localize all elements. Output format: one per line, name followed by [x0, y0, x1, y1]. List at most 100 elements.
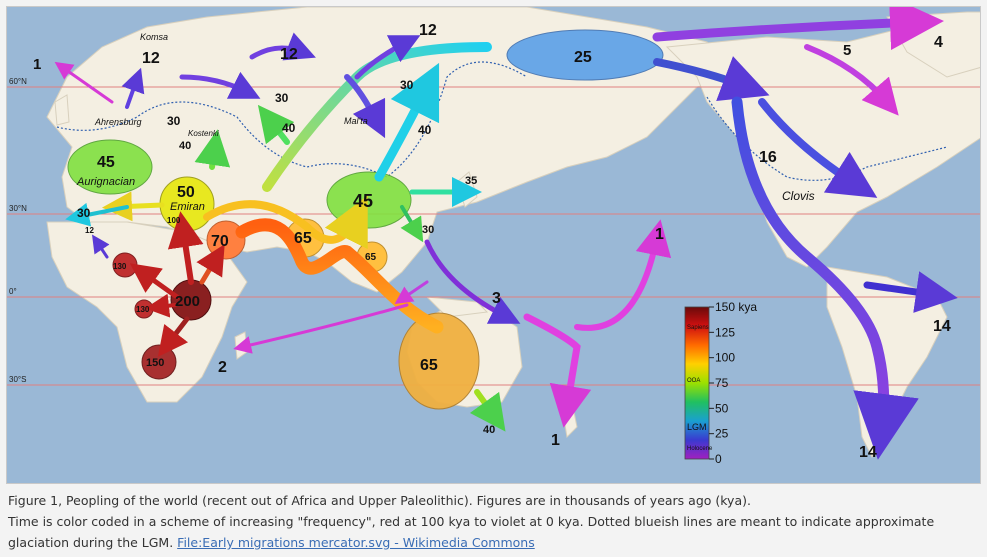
figure-pacific-1a: 1 [655, 226, 664, 243]
figure-australia: 65 [420, 357, 438, 374]
britain-landmass [54, 94, 70, 126]
figure-nafr: 12 [85, 226, 94, 235]
arrow-kostenki [194, 129, 231, 170]
australia-region [398, 312, 480, 410]
migration-map: 60°N 30°N 0° 30°S [6, 6, 981, 484]
figure-west-sib: 12 [280, 46, 298, 63]
caption-line-1: Figure 1, Peopling of the world (recent … [8, 493, 751, 508]
arrow-africa-sw [145, 293, 177, 318]
arrow-west-sib [249, 32, 316, 61]
label-kostenki: Kostenki [188, 129, 219, 138]
migration-arrows [54, 7, 958, 460]
figure-alaska: 16 [759, 149, 777, 166]
land [46, 7, 980, 459]
lat-equator: 0° [9, 287, 17, 296]
figure-30a: 30 [275, 91, 289, 105]
map-labels: Komsa 12 1 Ahrensburg 30 Kostenki 40 45 … [33, 22, 951, 461]
figure-caption: Figure 1, Peopling of the world (recent … [8, 490, 980, 553]
legend-tick-label: 150 kya [715, 300, 757, 314]
legend-tick-label: 0 [715, 452, 722, 466]
beringia-region [506, 29, 664, 81]
figure-scand: 1 [33, 56, 41, 73]
lat-60n: 60°N [9, 77, 27, 86]
legend-band-label: OOA [687, 378, 700, 384]
figure-aus-40: 40 [483, 424, 495, 436]
figure-india: 65 [294, 230, 312, 247]
figure-nz-1: 1 [551, 432, 560, 449]
figure-sa-14a: 14 [933, 318, 951, 335]
label-clovis: Clovis [782, 189, 815, 203]
label-komsa: Komsa [140, 32, 168, 42]
arrow-west-europe-12 [179, 71, 261, 99]
legend-bar [684, 306, 710, 460]
figure-africa-130a: 130 [113, 262, 127, 271]
arrow-nafr-12 [92, 234, 110, 259]
figure-komsa: 12 [142, 50, 160, 67]
arrow-mideast-eurasia [203, 195, 368, 250]
arrow-beringia-east [652, 7, 944, 51]
arrow-aus-south [469, 389, 506, 432]
figure-emiran: 50 [177, 184, 195, 201]
legend-bands: Sapiens OOA LGM Holocene [687, 325, 713, 452]
arrow-north-12 [354, 35, 421, 80]
arrow-china-pacific [424, 239, 521, 324]
arrow-pacific-north [574, 219, 672, 331]
figure-africa-200: 200 [175, 293, 200, 310]
figure-madagascar: 2 [218, 359, 227, 376]
lat-30n: 30°N [9, 204, 27, 213]
figure-sa-14b: 14 [859, 444, 877, 461]
arrow-beringia-se [653, 56, 770, 102]
arrow-pacific-hub [523, 313, 592, 428]
arrow-madagascar [233, 303, 409, 354]
arrow-south-coast [235, 218, 444, 334]
figure-east: 5 [843, 42, 851, 59]
figure-beringia: 25 [574, 49, 592, 66]
arrow-africa-west [129, 263, 180, 300]
label-aurignacian: Aurignacian [76, 176, 135, 188]
figure-africa-150: 150 [146, 357, 164, 369]
arrow-scand-1 [54, 61, 114, 104]
arrow-africa-north [167, 211, 204, 285]
figure-pacific-3: 3 [492, 290, 501, 307]
arrow-china-south [400, 205, 424, 243]
arrow-sea-west [394, 280, 429, 305]
arrow-europe-north [257, 104, 295, 145]
legend-tick-label: 25 [715, 427, 729, 441]
arrow-africa-south [157, 316, 190, 357]
figure-40a: 40 [282, 121, 296, 135]
figure-aurignacian: 45 [97, 154, 115, 171]
arrow-americas [731, 96, 919, 460]
caption-line-3-text: glaciation during the LGM. [8, 535, 174, 550]
label-emiran: Emiran [170, 201, 205, 213]
figure-north-12: 12 [419, 22, 437, 39]
legend-band-label: Holocene [687, 446, 713, 452]
label-malta: Mal'ta [344, 116, 368, 126]
figure-ahrensburg: 30 [167, 114, 181, 128]
figure-asia: 45 [353, 191, 373, 211]
time-legend: 150 kya 125 100 75 50 25 0 Sapiens OOA LGM Holoce… [684, 300, 757, 466]
lat-30s: 30°S [9, 375, 26, 384]
legend-band-label: LGM [687, 422, 707, 432]
figure-30b: 30 [400, 78, 414, 92]
figure-japan: 35 [465, 175, 477, 187]
wikimedia-source-link[interactable]: File:Early migrations mercator.svg - Wik… [177, 535, 535, 550]
figure-africa-130b: 130 [136, 305, 150, 314]
legend-tick-label: 100 [715, 351, 735, 365]
legend-ticks: 150 kya 125 100 75 50 25 0 [709, 300, 757, 466]
label-ahrensburg: Ahrensburg [94, 117, 142, 127]
arrow-clovis [758, 98, 878, 198]
arrow-to-spain [65, 202, 129, 227]
figure-se-asia: 65 [365, 252, 377, 263]
figure-spain: 30 [77, 206, 91, 220]
figure-china: 30 [422, 224, 434, 236]
arrow-arctic-5 [804, 44, 899, 116]
legend-band-label: Sapiens [687, 325, 709, 331]
legend-tick-label: 50 [715, 401, 729, 415]
figure-40b: 40 [418, 123, 432, 137]
arrow-africa-ne [196, 244, 225, 285]
arrow-malta [344, 74, 386, 139]
legend-tick-label: 125 [715, 325, 735, 339]
caption-line-2: Time is color coded in a scheme of incre… [8, 514, 935, 529]
legend-tick-label: 75 [715, 376, 729, 390]
